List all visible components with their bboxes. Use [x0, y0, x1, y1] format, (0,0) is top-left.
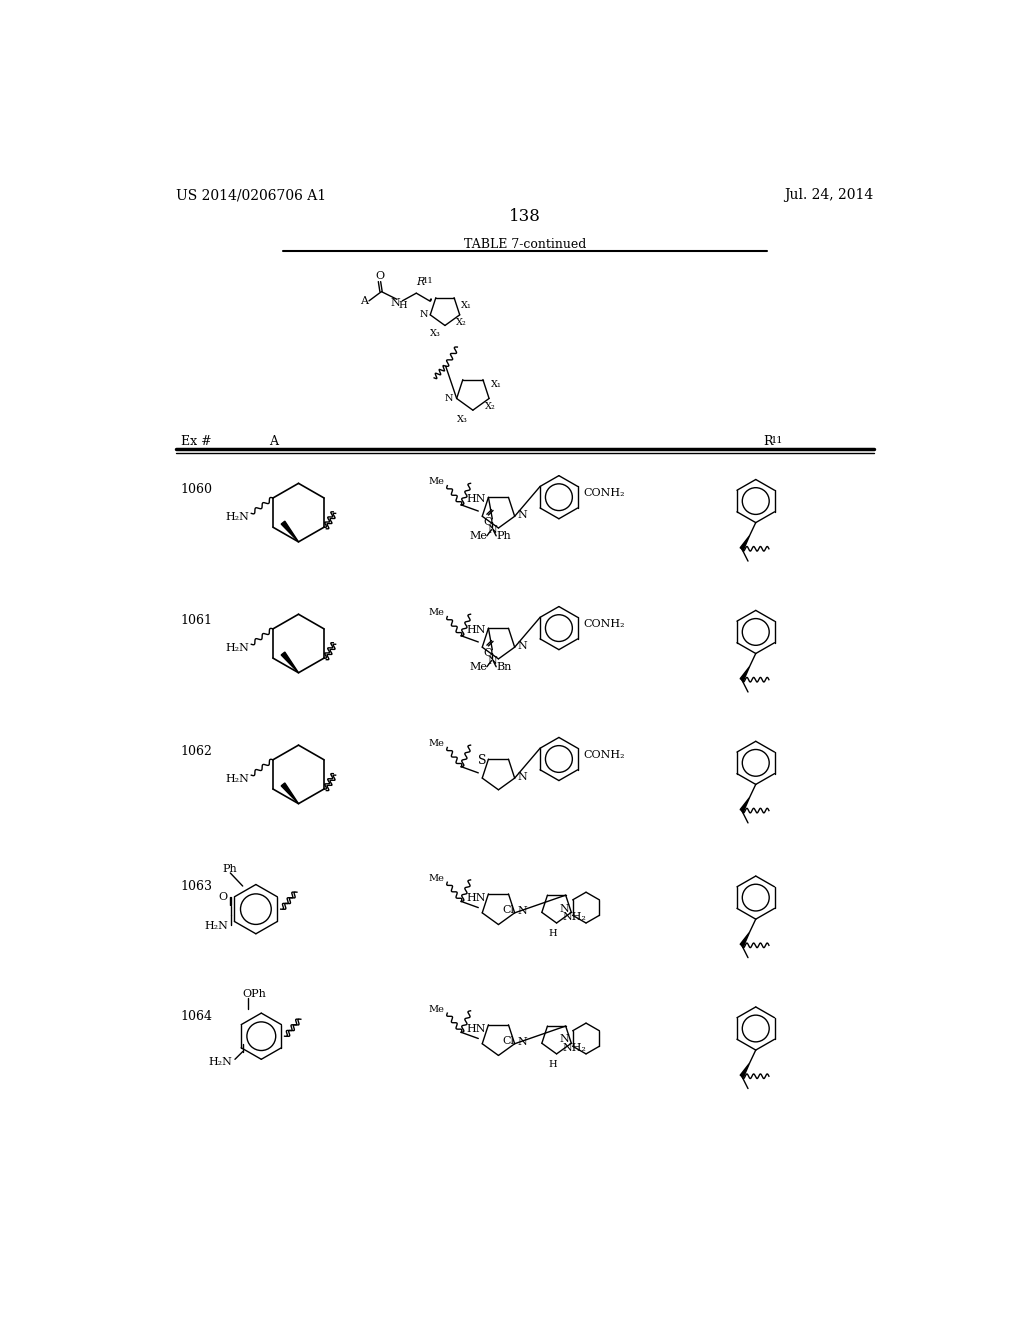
Text: R: R	[764, 436, 773, 449]
Text: N: N	[445, 393, 454, 403]
Text: A: A	[269, 436, 279, 449]
Text: HN: HN	[467, 1023, 486, 1034]
Text: X₁: X₁	[461, 301, 472, 310]
Text: N: N	[487, 524, 498, 535]
Text: 1063: 1063	[180, 879, 213, 892]
Text: H₂N: H₂N	[226, 774, 250, 784]
Text: CONH₂: CONH₂	[584, 619, 626, 630]
Text: O: O	[484, 517, 493, 527]
Text: 11: 11	[770, 436, 783, 445]
Text: R: R	[417, 277, 425, 288]
Text: OPh: OPh	[243, 989, 266, 999]
Text: O: O	[218, 892, 227, 902]
Text: N: N	[390, 298, 400, 308]
Text: US 2014/0206706 A1: US 2014/0206706 A1	[176, 189, 327, 202]
Text: N: N	[420, 310, 428, 319]
Polygon shape	[740, 667, 750, 681]
Text: X₁: X₁	[490, 380, 502, 388]
Text: NH₂: NH₂	[563, 1043, 587, 1053]
Text: 11: 11	[423, 277, 433, 285]
Text: O: O	[484, 648, 493, 657]
Text: H₂N: H₂N	[226, 643, 250, 653]
Text: N: N	[559, 1035, 569, 1044]
Text: N: N	[517, 640, 526, 651]
Text: N: N	[487, 656, 498, 665]
Text: HN: HN	[467, 624, 486, 635]
Text: 1064: 1064	[180, 1010, 213, 1023]
Text: N: N	[517, 510, 526, 520]
Polygon shape	[740, 1063, 750, 1077]
Polygon shape	[740, 797, 750, 812]
Text: NH₂: NH₂	[563, 912, 587, 921]
Text: N: N	[517, 907, 526, 916]
Text: H₂N: H₂N	[209, 1056, 232, 1067]
Text: H₂N: H₂N	[226, 512, 250, 523]
Text: HN: HN	[467, 892, 486, 903]
Text: N: N	[517, 1038, 526, 1047]
Text: CONH₂: CONH₂	[584, 750, 626, 760]
Polygon shape	[282, 783, 299, 804]
Text: HN: HN	[467, 494, 486, 504]
Text: CONH₂: CONH₂	[584, 488, 626, 499]
Text: Jul. 24, 2014: Jul. 24, 2014	[784, 189, 873, 202]
Text: H: H	[398, 301, 408, 310]
Text: Ph: Ph	[222, 865, 238, 874]
Text: 1062: 1062	[180, 744, 213, 758]
Text: TABLE 7-continued: TABLE 7-continued	[464, 238, 586, 251]
Text: X₂: X₂	[485, 403, 496, 412]
Text: Me: Me	[428, 478, 444, 486]
Text: X₂: X₂	[456, 318, 466, 327]
Text: Ph: Ph	[497, 531, 511, 541]
Polygon shape	[740, 932, 750, 946]
Text: X₃: X₃	[430, 329, 441, 338]
Polygon shape	[282, 652, 299, 673]
Text: N: N	[559, 903, 569, 913]
Text: Me: Me	[428, 739, 444, 748]
Text: Cl: Cl	[503, 904, 514, 915]
Text: Me: Me	[428, 609, 444, 618]
Text: Me: Me	[469, 531, 486, 541]
Text: 1061: 1061	[180, 614, 213, 627]
Text: H: H	[549, 929, 557, 939]
Text: X₃: X₃	[458, 414, 468, 424]
Text: A: A	[360, 296, 369, 306]
Text: Me: Me	[428, 874, 444, 883]
Text: H: H	[549, 1060, 557, 1069]
Text: O: O	[376, 271, 384, 281]
Text: Cl: Cl	[503, 1036, 514, 1045]
Text: Me: Me	[469, 661, 486, 672]
Text: 1060: 1060	[180, 483, 213, 496]
Polygon shape	[282, 521, 299, 543]
Text: S: S	[477, 754, 486, 767]
Text: Me: Me	[428, 1005, 444, 1014]
Text: H₂N: H₂N	[205, 921, 228, 931]
Text: Ex #: Ex #	[180, 436, 211, 449]
Text: N: N	[517, 772, 526, 781]
Text: Bn: Bn	[497, 661, 512, 672]
Polygon shape	[740, 536, 750, 549]
Text: 138: 138	[509, 207, 541, 224]
